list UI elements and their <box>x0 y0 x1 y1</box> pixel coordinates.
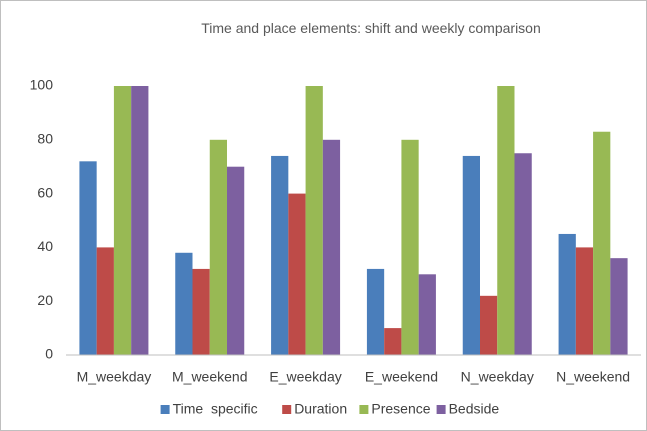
bar <box>593 131 611 355</box>
bar <box>610 258 628 355</box>
legend-label: Presence <box>371 401 430 417</box>
y-tick-label: 60 <box>37 184 53 200</box>
bar <box>192 268 210 355</box>
x-tick-label: N_weekend <box>556 369 630 385</box>
bar <box>401 139 419 355</box>
bar <box>418 274 436 355</box>
legend-swatch <box>282 405 292 414</box>
y-tick-label: 100 <box>30 77 54 93</box>
bar <box>384 328 402 355</box>
chart-title: Time and place elements: shift and weekl… <box>201 20 541 36</box>
y-tick-label: 0 <box>45 346 53 362</box>
bar <box>575 247 594 355</box>
bar <box>79 161 97 355</box>
bar <box>113 86 132 355</box>
bar <box>462 155 480 355</box>
x-tick-label: E_weekend <box>365 369 438 385</box>
y-tick-label: 20 <box>37 292 53 308</box>
bar <box>305 86 323 355</box>
legend-swatch <box>160 405 170 414</box>
bar <box>209 139 227 355</box>
bar <box>175 252 193 355</box>
legend-label: Duration <box>294 401 347 417</box>
legend-swatch <box>436 405 446 414</box>
bar <box>288 193 306 355</box>
x-tick-label: M_weekend <box>172 369 248 385</box>
x-tick-label: N_weekday <box>461 369 534 385</box>
bar <box>497 86 515 355</box>
bar <box>271 155 289 355</box>
bar <box>227 166 245 355</box>
x-tick-label: E_weekday <box>269 369 341 385</box>
bar <box>322 139 341 355</box>
bar <box>96 247 114 355</box>
legend-swatch <box>359 405 369 414</box>
y-tick-label: 40 <box>37 238 53 254</box>
legend-label: Time specific <box>173 401 258 417</box>
y-tick-label: 80 <box>37 131 53 147</box>
bar <box>480 295 498 355</box>
bar <box>131 86 149 355</box>
legend-label: Bedside <box>449 401 500 417</box>
bar <box>558 233 576 355</box>
x-tick-label: M_weekday <box>77 369 152 385</box>
bar <box>366 268 385 355</box>
bar <box>514 153 532 355</box>
